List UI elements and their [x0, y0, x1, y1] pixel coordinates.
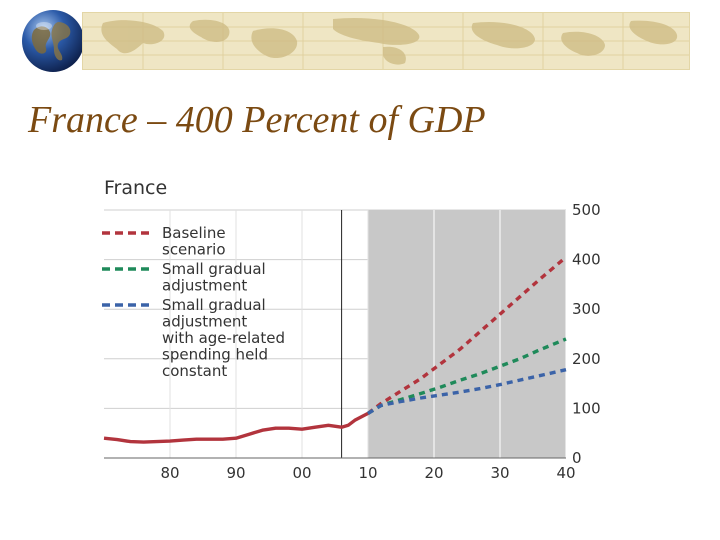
small-adjustment-series-line	[367, 337, 567, 415]
y-tick-label: 200	[572, 350, 601, 368]
y-tick-label: 0	[572, 449, 582, 467]
x-axis-tick-labels: 80 90 00 10 20 30 40	[160, 464, 575, 482]
x-tick-label: 00	[292, 464, 311, 482]
legend-label: with age-related	[162, 329, 285, 347]
legend-label: scenario	[162, 241, 226, 259]
legend-label: Small gradual	[162, 260, 266, 278]
x-tick-label: 90	[226, 464, 245, 482]
legend-label: Small gradual	[162, 296, 266, 314]
x-tick-label: 20	[424, 464, 443, 482]
globe-icon	[22, 10, 84, 72]
x-tick-label: 80	[160, 464, 179, 482]
y-axis-tick-labels: 0 100 200 300 400 500	[572, 201, 601, 467]
y-tick-label: 300	[572, 300, 601, 318]
chart-title: France	[104, 177, 167, 199]
series-lines	[103, 255, 568, 444]
y-tick-label: 500	[572, 201, 601, 219]
x-tick-label: 40	[556, 464, 575, 482]
x-tick-label: 10	[358, 464, 377, 482]
y-tick-label: 100	[572, 399, 601, 417]
legend-label: Baseline	[162, 224, 226, 242]
baseline-series-line	[366, 255, 568, 415]
projection-period-band	[368, 210, 566, 458]
legend-label: adjustment	[162, 313, 247, 331]
historical-series-line	[103, 411, 369, 444]
y-tick-label: 400	[572, 251, 601, 269]
slide-title: France – 400 Percent of GDP	[28, 99, 486, 141]
legend-label: constant	[162, 362, 227, 380]
vertical-gridlines	[169, 210, 567, 458]
legend-label: spending held	[162, 346, 268, 364]
world-map-banner	[82, 12, 690, 70]
legend-label: adjustment	[162, 277, 247, 295]
x-tick-label: 30	[490, 464, 509, 482]
